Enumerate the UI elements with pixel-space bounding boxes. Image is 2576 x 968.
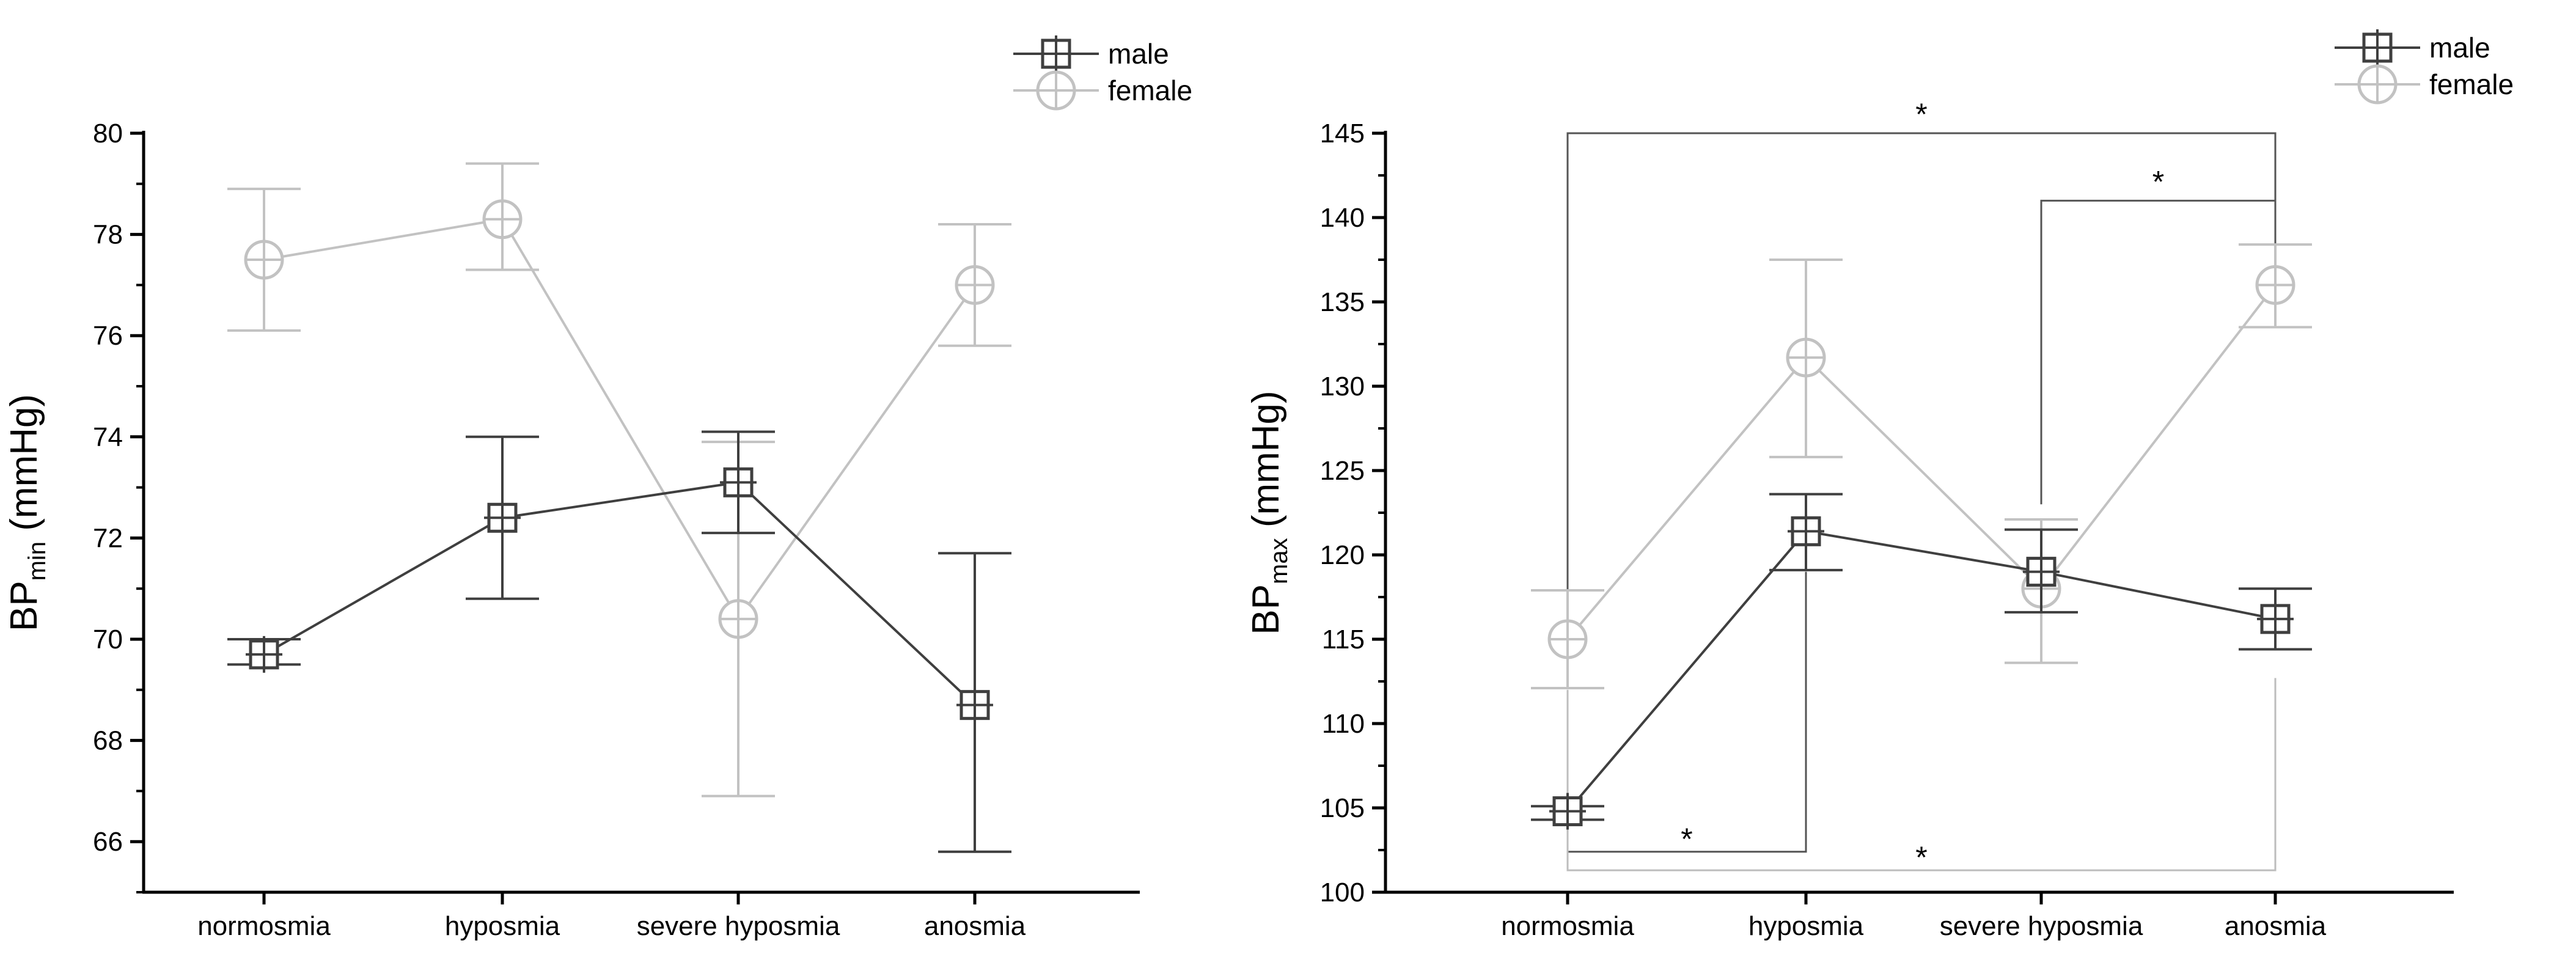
- legend-label: female: [1108, 75, 1192, 106]
- data-point: [955, 265, 995, 305]
- legend-marker: [2357, 64, 2398, 105]
- y-tick-label: 115: [1322, 625, 1365, 654]
- data-point: [2257, 600, 2294, 637]
- significance-star: *: [1915, 97, 1927, 131]
- x-tick-label: hyposmia: [1749, 911, 1864, 941]
- data-point: [718, 599, 758, 639]
- data-point: [720, 464, 757, 501]
- x-tick-label: anosmia: [2225, 911, 2327, 941]
- legend-marker: [1036, 70, 1076, 111]
- x-tick-label: normosmia: [197, 911, 331, 941]
- data-point: [482, 199, 523, 240]
- legend-item-male: male: [2335, 29, 2490, 66]
- series-male: [227, 430, 1011, 853]
- significance-bracket: [2040, 199, 2277, 505]
- series-line: [263, 218, 976, 622]
- legend-item-female: female: [2335, 64, 2514, 105]
- y-tick-label: 110: [1322, 709, 1365, 739]
- series-female: [1531, 243, 2312, 690]
- data-point: [1547, 619, 1588, 659]
- legend-marker: [1038, 35, 1074, 72]
- x-tick-label: normosmia: [1501, 911, 1634, 941]
- y-axis-label-sub: max: [1266, 538, 1293, 584]
- significance-star: *: [1681, 822, 1692, 856]
- data-point: [246, 636, 282, 673]
- bp-min-chart: 66 68 70 72 74 76 78 80 normosmia hyposmia severe …: [3, 35, 1192, 941]
- y-tick-label: 100: [1320, 878, 1365, 908]
- data-point: [1786, 337, 1826, 378]
- legend-item-male: male: [1013, 35, 1169, 72]
- y-axis-label: BPmin (mmHg): [3, 394, 51, 631]
- y-tick-label: 72: [93, 523, 123, 553]
- significance-brackets: * * * *: [1566, 97, 2277, 875]
- significance-star: *: [2152, 164, 2164, 199]
- data-point: [2023, 553, 2060, 590]
- y-tick-label: 68: [93, 726, 123, 756]
- legend-item-female: female: [1013, 70, 1192, 111]
- y-tick-label: 145: [1320, 119, 1365, 148]
- y-axis-label: BPmax (mmHg): [1245, 391, 1293, 634]
- y-tick-label: 76: [93, 321, 123, 351]
- x-tick-label: anosmia: [924, 911, 1026, 941]
- legend-label: male: [1108, 38, 1169, 70]
- y-axis-label-unit: (mmHg): [1245, 391, 1287, 538]
- y-tick-label: 74: [93, 422, 123, 452]
- legend: male female: [1013, 35, 1192, 111]
- y-tick-label: 80: [93, 119, 123, 148]
- legend-label: male: [2429, 32, 2490, 64]
- y-tick-label: 78: [93, 220, 123, 250]
- significance-bracket: [1566, 132, 2277, 590]
- series-male: [1531, 493, 2312, 830]
- y-axis-label-unit: (mmHg): [3, 394, 45, 541]
- y-tick-label: 105: [1320, 793, 1365, 823]
- series-female: [227, 162, 1011, 798]
- x-tick-label: severe hyposmia: [637, 911, 840, 941]
- data-point: [484, 499, 521, 537]
- data-point: [244, 240, 284, 280]
- y-tick-label: 130: [1320, 372, 1365, 402]
- y-tick-label: 70: [93, 625, 123, 654]
- y-tick-label: 125: [1320, 456, 1365, 486]
- series-line: [1566, 530, 2276, 812]
- y-tick-label: 135: [1320, 287, 1365, 317]
- series-line: [1566, 284, 2277, 640]
- legend: male female: [2335, 29, 2514, 105]
- y-tick-label: 140: [1320, 203, 1365, 233]
- legend-label: female: [2429, 68, 2514, 100]
- y-axis-label-sub: min: [24, 541, 51, 581]
- data-point: [1549, 793, 1586, 830]
- y-axis-label-main: BP: [3, 581, 45, 631]
- data-point: [2255, 265, 2295, 305]
- x-tick-label: severe hyposmia: [1940, 911, 2143, 941]
- data-point: [956, 686, 993, 724]
- y-axis-label-main: BP: [1245, 584, 1287, 635]
- x-tick-label: hyposmia: [445, 911, 560, 941]
- bp-max-chart: 100 105 110 115 120 125 130 135 140 145 normosmia h…: [1245, 29, 2514, 941]
- significance-bracket: [1566, 571, 1807, 853]
- significance-bracket: [1566, 678, 2277, 871]
- series-line: [263, 481, 976, 706]
- y-tick-label: 120: [1320, 540, 1365, 570]
- y-tick-label: 66: [93, 827, 123, 857]
- significance-star: *: [1915, 840, 1927, 875]
- legend-marker: [2359, 29, 2396, 66]
- data-point: [1788, 513, 1824, 550]
